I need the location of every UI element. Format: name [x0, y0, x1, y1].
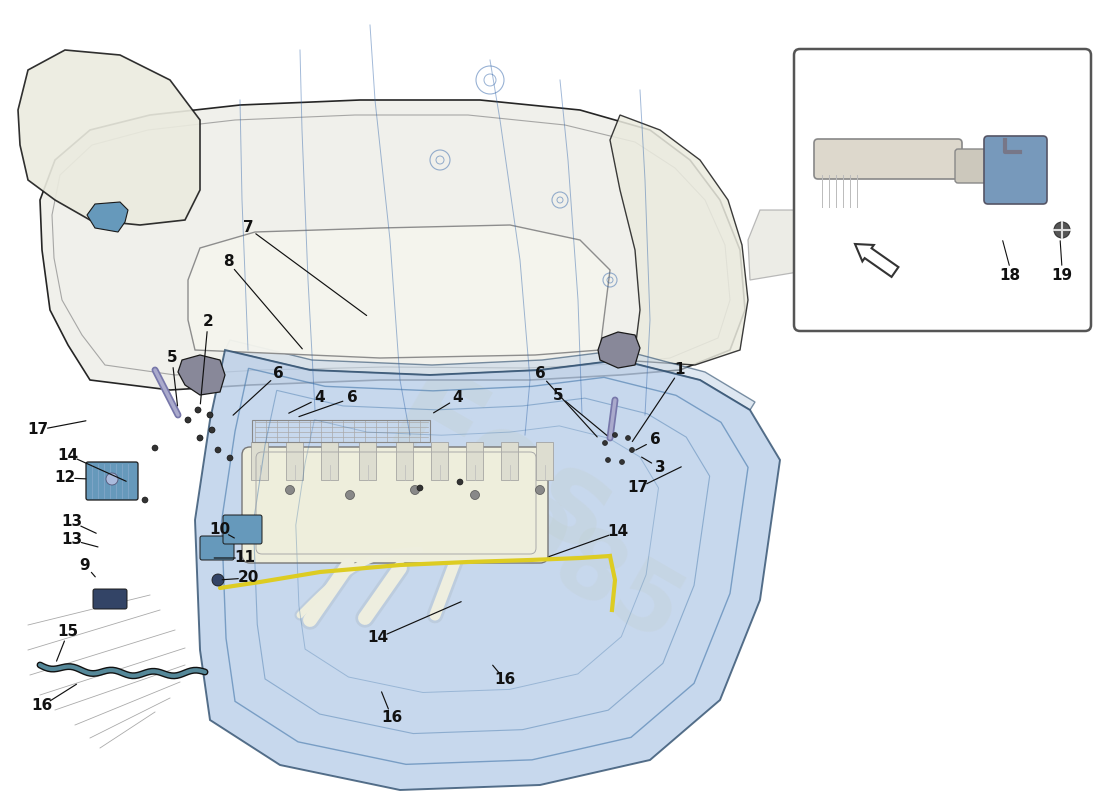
Text: Fes: Fes	[366, 358, 634, 582]
Text: 16: 16	[32, 698, 53, 714]
Text: 6: 6	[535, 366, 546, 382]
Bar	[286, 442, 302, 480]
Text: 13: 13	[62, 533, 82, 547]
Text: 6: 6	[650, 433, 660, 447]
Text: 19: 19	[1052, 267, 1072, 282]
Bar	[396, 442, 412, 480]
Circle shape	[209, 427, 214, 433]
Polygon shape	[195, 350, 780, 790]
Polygon shape	[748, 210, 820, 280]
Circle shape	[417, 485, 424, 491]
Text: 14: 14	[367, 630, 388, 646]
Text: 1: 1	[674, 362, 685, 378]
Bar	[252, 420, 430, 442]
Circle shape	[1054, 222, 1070, 238]
Polygon shape	[178, 355, 226, 395]
Bar	[466, 442, 483, 480]
Circle shape	[214, 447, 221, 453]
Circle shape	[619, 459, 625, 465]
Circle shape	[142, 497, 148, 503]
Text: 17: 17	[28, 422, 48, 438]
Text: 12: 12	[54, 470, 76, 486]
FancyBboxPatch shape	[794, 49, 1091, 331]
Bar	[251, 442, 268, 480]
Circle shape	[106, 473, 118, 485]
FancyBboxPatch shape	[94, 589, 126, 609]
Circle shape	[626, 435, 630, 441]
Circle shape	[227, 455, 233, 461]
Text: 14: 14	[607, 525, 628, 539]
Text: 5: 5	[167, 350, 177, 366]
Text: 7: 7	[243, 221, 253, 235]
Polygon shape	[87, 202, 128, 232]
FancyBboxPatch shape	[86, 462, 138, 500]
FancyBboxPatch shape	[242, 447, 548, 563]
FancyArrow shape	[855, 244, 899, 277]
Polygon shape	[598, 332, 640, 368]
Circle shape	[605, 458, 610, 462]
FancyBboxPatch shape	[223, 515, 262, 544]
Circle shape	[286, 486, 295, 494]
Bar	[431, 442, 448, 480]
Text: 14: 14	[57, 447, 78, 462]
Text: 2: 2	[202, 314, 213, 330]
Text: 4: 4	[453, 390, 463, 406]
FancyBboxPatch shape	[200, 536, 234, 560]
Text: 9: 9	[79, 558, 90, 573]
Text: 16: 16	[494, 673, 516, 687]
FancyBboxPatch shape	[814, 139, 962, 179]
Text: 20: 20	[238, 570, 258, 586]
Circle shape	[410, 486, 419, 494]
Circle shape	[212, 574, 224, 586]
Text: 16: 16	[382, 710, 403, 726]
Circle shape	[207, 412, 213, 418]
FancyBboxPatch shape	[955, 149, 989, 183]
Bar	[321, 442, 338, 480]
Text: 4: 4	[315, 390, 326, 406]
Circle shape	[126, 477, 133, 483]
Text: 6: 6	[273, 366, 284, 382]
Polygon shape	[18, 50, 200, 225]
Text: 18: 18	[1000, 267, 1021, 282]
Circle shape	[195, 407, 201, 413]
Circle shape	[185, 417, 191, 423]
Circle shape	[456, 479, 463, 485]
Polygon shape	[610, 115, 748, 365]
Text: 3: 3	[654, 461, 666, 475]
Text: 1985: 1985	[424, 454, 697, 666]
Bar	[500, 442, 518, 480]
Bar	[359, 442, 376, 480]
FancyBboxPatch shape	[984, 136, 1047, 204]
Circle shape	[471, 490, 480, 499]
Text: 6: 6	[346, 390, 358, 406]
Polygon shape	[188, 225, 610, 358]
Polygon shape	[40, 100, 745, 390]
Circle shape	[197, 435, 204, 441]
Circle shape	[345, 490, 354, 499]
Circle shape	[536, 486, 544, 494]
Text: 17: 17	[627, 481, 649, 495]
Circle shape	[629, 447, 635, 453]
Text: 5: 5	[552, 387, 563, 402]
Circle shape	[603, 441, 607, 446]
Circle shape	[613, 433, 617, 438]
Bar	[536, 442, 553, 480]
Text: 15: 15	[57, 625, 78, 639]
Text: 11: 11	[234, 550, 255, 566]
Circle shape	[152, 445, 158, 451]
Text: 13: 13	[62, 514, 82, 530]
Text: 10: 10	[209, 522, 231, 538]
Text: 8: 8	[222, 254, 233, 270]
Polygon shape	[226, 340, 755, 410]
